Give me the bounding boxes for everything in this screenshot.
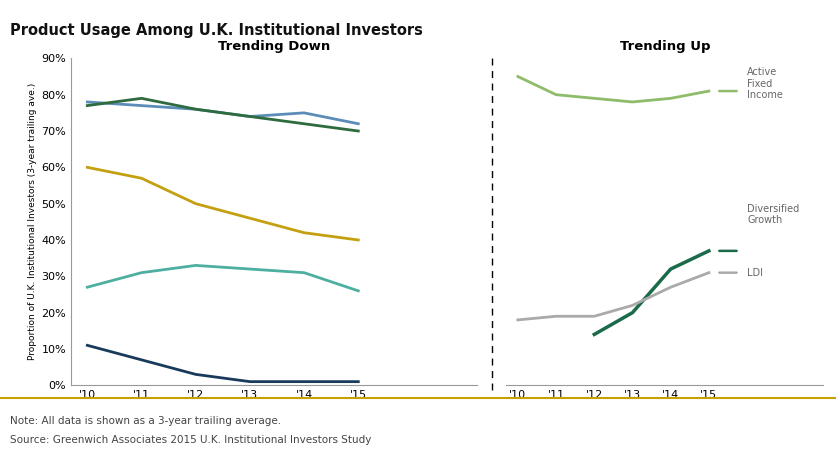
Text: Diversified
Growth: Diversified Growth xyxy=(747,204,799,226)
Text: Source: Greenwich Associates 2015 U.K. Institutional Investors Study: Source: Greenwich Associates 2015 U.K. I… xyxy=(10,435,371,445)
Text: Active
International
Equities: Active International Equities xyxy=(602,107,665,141)
Text: Active
Fixed
Income: Active Fixed Income xyxy=(747,67,783,100)
Text: Passive: Passive xyxy=(602,68,639,78)
Text: Product Usage Among U.K. Institutional Investors: Product Usage Among U.K. Institutional I… xyxy=(10,23,423,38)
Text: Note: All data is shown as a 3-year trailing average.: Note: All data is shown as a 3-year trai… xyxy=(10,416,281,426)
Text: Active
U.K.
Equities: Active U.K. Equities xyxy=(602,169,641,202)
Text: Hedge
Fund: Hedge Fund xyxy=(602,244,634,265)
Text: LDI: LDI xyxy=(747,268,763,278)
Text: Balanced: Balanced xyxy=(602,344,647,354)
Title: Trending Down: Trending Down xyxy=(218,40,330,53)
Y-axis label: Proportion of U.K. Institutional Investors (3-year trailing ave.): Proportion of U.K. Institutional Investo… xyxy=(28,83,38,361)
Title: Trending Up: Trending Up xyxy=(619,40,711,53)
